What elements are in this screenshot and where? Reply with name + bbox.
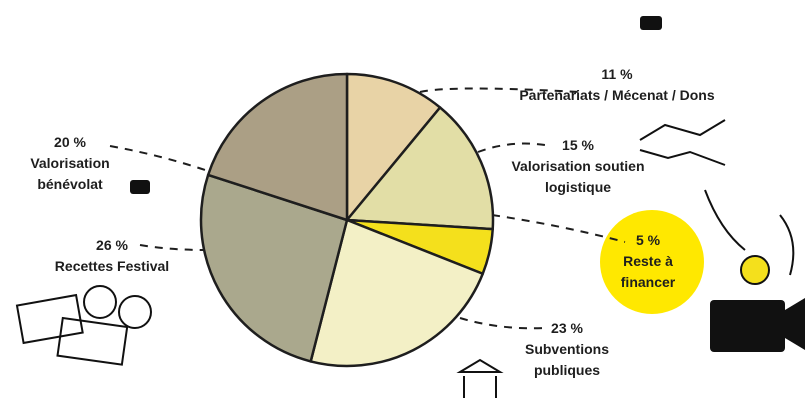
infographic: 11 %Partenariats / Mécenat / Dons15 %Val…: [0, 0, 807, 400]
slice-label: 23 %Subventions publiques: [512, 318, 622, 381]
category-label: Valorisation bénévolat: [15, 153, 125, 195]
slice-label: 20 %Valorisation bénévolat: [15, 132, 125, 195]
pie: [201, 74, 493, 366]
sketch: [119, 296, 151, 328]
value-label: 11 %: [487, 64, 747, 85]
slice-label: 11 %Partenariats / Mécenat / Dons: [487, 64, 747, 106]
value-label: 26 %: [37, 235, 187, 256]
category-label: Reste à financer: [603, 251, 693, 293]
sketch: [84, 286, 116, 318]
icon: [710, 300, 785, 352]
value-label: 15 %: [503, 135, 653, 156]
category-label: Recettes Festival: [37, 256, 187, 277]
icon: [785, 298, 805, 350]
slice-label: 15 %Valorisation soutien logistique: [503, 135, 653, 198]
category-label: Subventions publiques: [512, 339, 622, 381]
slice-label: 26 %Recettes Festival: [37, 235, 187, 277]
value-label: 20 %: [15, 132, 125, 153]
value-label: 23 %: [512, 318, 622, 339]
icon: [741, 256, 769, 284]
icon: [130, 180, 150, 194]
icon: [640, 16, 662, 30]
sketch: [460, 360, 500, 398]
value-label: 5 %: [603, 230, 693, 251]
slice-label: 5 %Reste à financer: [603, 230, 693, 293]
chart: [0, 0, 807, 400]
category-label: Partenariats / Mécenat / Dons: [487, 85, 747, 106]
category-label: Valorisation soutien logistique: [503, 156, 653, 198]
sketch: [58, 318, 128, 365]
